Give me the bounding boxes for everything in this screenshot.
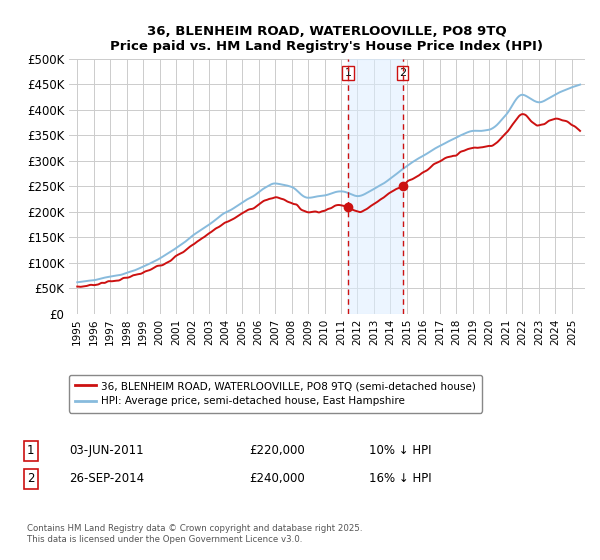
Title: 36, BLENHEIM ROAD, WATERLOOVILLE, PO8 9TQ
Price paid vs. HM Land Registry's Hous: 36, BLENHEIM ROAD, WATERLOOVILLE, PO8 9T… <box>110 25 544 53</box>
Text: 26-SEP-2014: 26-SEP-2014 <box>69 472 144 486</box>
Text: 1: 1 <box>27 444 35 458</box>
Text: 1: 1 <box>344 68 352 78</box>
Bar <box>348 59 403 314</box>
Text: 2: 2 <box>399 68 406 78</box>
Text: 2: 2 <box>27 472 35 486</box>
Text: £240,000: £240,000 <box>249 472 305 486</box>
Text: 16% ↓ HPI: 16% ↓ HPI <box>369 472 431 486</box>
Text: 03-JUN-2011: 03-JUN-2011 <box>69 444 143 458</box>
Text: £220,000: £220,000 <box>249 444 305 458</box>
Text: 10% ↓ HPI: 10% ↓ HPI <box>369 444 431 458</box>
Legend: 36, BLENHEIM ROAD, WATERLOOVILLE, PO8 9TQ (semi-detached house), HPI: Average pr: 36, BLENHEIM ROAD, WATERLOOVILLE, PO8 9T… <box>69 375 482 413</box>
Text: Contains HM Land Registry data © Crown copyright and database right 2025.
This d: Contains HM Land Registry data © Crown c… <box>27 524 362 544</box>
